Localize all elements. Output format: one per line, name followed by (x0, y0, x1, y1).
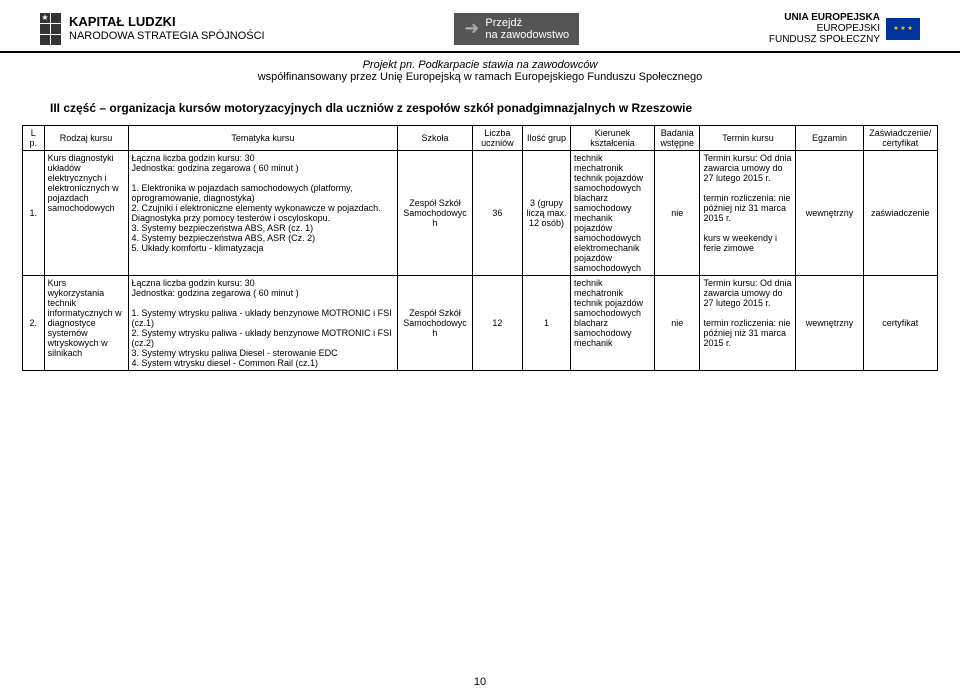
logo-eu: UNIA EUROPEJSKA EUROPEJSKI FUNDUSZ SPOŁE… (769, 12, 920, 45)
kapital-title: KAPITAŁ LUDZKI (69, 15, 265, 29)
logo-kapital-ludzki: KAPITAŁ LUDZKI NARODOWA STRATEGIA SPÓJNO… (40, 13, 265, 45)
cell-egzamin: wewnętrzny (796, 276, 863, 371)
cell-rodzaj: Kurs wykorzystania technik informatyczny… (44, 276, 128, 371)
col-tematyka: Tematyka kursu (128, 126, 398, 151)
col-rodzaj: Rodzaj kursu (44, 126, 128, 151)
section-title: III część – organizacja kursów motoryzac… (0, 87, 960, 125)
col-ilosc: Ilość grup (523, 126, 571, 151)
table-row: 1. Kurs diagnostyki układów elektrycznyc… (23, 151, 938, 276)
cell-rodzaj: Kurs diagnostyki układów elektrycznych i… (44, 151, 128, 276)
col-termin: Termin kursu (700, 126, 796, 151)
col-lp: L p. (23, 126, 45, 151)
eu-flag-icon: ★ ★ ★ (886, 18, 920, 40)
cell-lp: 1. (23, 151, 45, 276)
col-zaswiadczenie: Zaświadczenie/ certyfikat (863, 126, 937, 151)
eu-line2: EUROPEJSKI (769, 23, 880, 34)
col-liczba: Liczba uczniów (472, 126, 522, 151)
col-szkola: Szkoła (398, 126, 472, 151)
cell-liczba: 12 (472, 276, 522, 371)
cell-kierunek: technik mechatronik technik pojazdów sam… (570, 151, 654, 276)
cell-liczba: 36 (472, 151, 522, 276)
eu-line1: UNIA EUROPEJSKA (769, 12, 880, 23)
kapital-subtitle: NARODOWA STRATEGIA SPÓJNOŚCI (69, 30, 265, 42)
table-body: 1. Kurs diagnostyki układów elektrycznyc… (23, 151, 938, 371)
arrow-icon: ➜ (464, 18, 479, 39)
cell-termin: Termin kursu: Od dnia zawarcia umowy do … (700, 151, 796, 276)
center-line1: Przejdź (485, 17, 569, 29)
table-header-row: L p. Rodzaj kursu Tematyka kursu Szkoła … (23, 126, 938, 151)
center-line2: na zawodowstwo (485, 29, 569, 41)
cell-szkola: Zespół Szkół Samochodowych (398, 151, 472, 276)
cell-lp: 2. (23, 276, 45, 371)
subheader-line2: współfinansowany przez Unię Europejską w… (0, 71, 960, 83)
cell-szkola: Zespół Szkół Samochodowych (398, 276, 472, 371)
cell-tematyka: Łączna liczba godzin kursu: 30 Jednostka… (128, 151, 398, 276)
cell-badania: nie (654, 151, 700, 276)
table-row: 2. Kurs wykorzystania technik informatyc… (23, 276, 938, 371)
eu-line3: FUNDUSZ SPOŁECZNY (769, 34, 880, 45)
subheader-line1: Projekt pn. Podkarpacie stawia na zawodo… (0, 59, 960, 71)
page-header: KAPITAŁ LUDZKI NARODOWA STRATEGIA SPÓJNO… (0, 0, 960, 53)
cell-tematyka: Łączna liczba godzin kursu: 30 Jednostka… (128, 276, 398, 371)
cell-kierunek: technik mechatronik technik pojazdów sam… (570, 276, 654, 371)
cell-termin: Termin kursu: Od dnia zawarcia umowy do … (700, 276, 796, 371)
cell-badania: nie (654, 276, 700, 371)
kapital-icon (40, 13, 61, 45)
cell-ilosc: 1 (523, 276, 571, 371)
col-egzamin: Egzamin (796, 126, 863, 151)
cell-zaswiadczenie: certyfikat (863, 276, 937, 371)
col-kierunek: Kierunek kształcenia (570, 126, 654, 151)
col-badania: Badania wstępne (654, 126, 700, 151)
cell-zaswiadczenie: zaświadczenie (863, 151, 937, 276)
courses-table: L p. Rodzaj kursu Tematyka kursu Szkoła … (22, 125, 938, 371)
cell-ilosc: 3 (grupy liczą max. 12 osób) (523, 151, 571, 276)
page-number: 10 (0, 676, 960, 688)
subheader: Projekt pn. Podkarpacie stawia na zawodo… (0, 53, 960, 87)
cell-egzamin: wewnętrzny (796, 151, 863, 276)
logo-przejdz: ➜ Przejdź na zawodowstwo (454, 13, 579, 45)
table-container: L p. Rodzaj kursu Tematyka kursu Szkoła … (0, 125, 960, 371)
